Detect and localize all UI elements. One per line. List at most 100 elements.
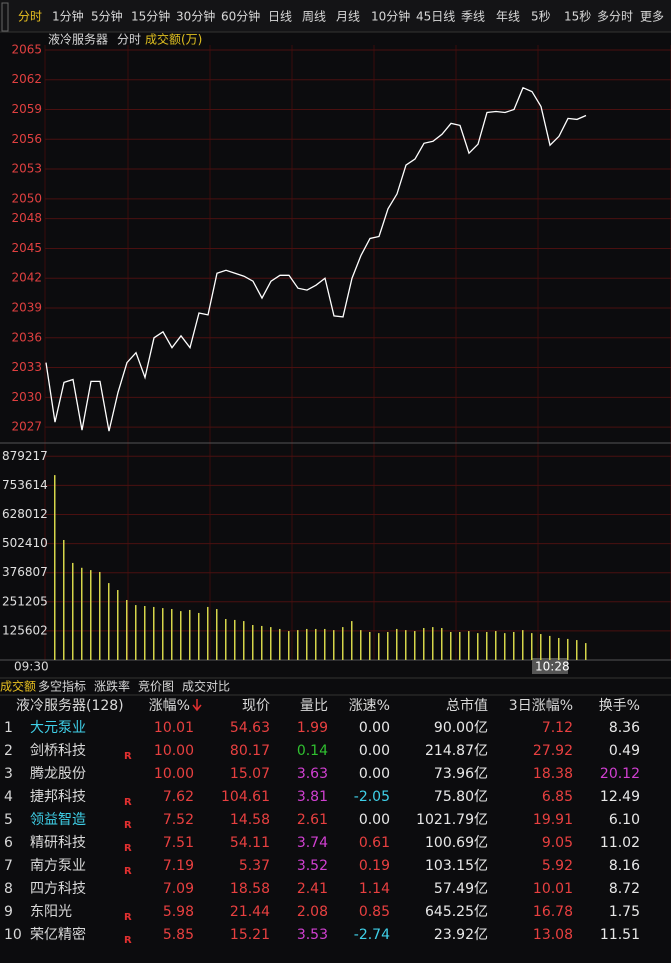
cell: 9.05	[542, 835, 573, 851]
tab[interactable]: 季线	[461, 10, 485, 24]
y-tick-label: 2059	[11, 102, 42, 116]
volume-bar	[288, 631, 290, 660]
flag: R	[124, 797, 132, 808]
tab[interactable]: 5秒	[531, 10, 551, 24]
tab[interactable]: 日线	[268, 10, 292, 24]
volume-bar	[54, 475, 56, 660]
y-tick-label: 628012	[2, 507, 48, 521]
period: 分时	[117, 33, 141, 47]
stock-name[interactable]: 四方科技	[30, 881, 86, 897]
volume-bar	[162, 608, 164, 660]
vgrid	[44, 45, 671, 660]
tab[interactable]: 30分钟	[176, 9, 215, 24]
indicator-tab[interactable]: 涨跌率	[94, 679, 130, 694]
column-header[interactable]: 量比	[300, 698, 328, 714]
indicator-tab[interactable]: 竞价图	[138, 680, 174, 694]
table: 液冷服务器(128) 涨幅% 现价 量比 涨速% 总市值 3日涨幅% 换手% 1 大元泵业 10.0…	[4, 697, 640, 946]
volume-bar	[477, 633, 479, 660]
cell: 5.98	[163, 904, 194, 920]
tab[interactable]: 更多	[640, 10, 664, 24]
column-header[interactable]: 3日涨幅%	[509, 698, 573, 714]
y-tick-label: 879217	[2, 449, 48, 463]
tab[interactable]: 月线	[336, 10, 360, 24]
volume-bar	[207, 606, 209, 660]
tab[interactable]: 10分钟	[371, 9, 410, 24]
tab[interactable]: 年线	[496, 10, 520, 24]
column-header[interactable]: 换手%	[599, 697, 640, 714]
cell: -2.05	[354, 789, 390, 805]
rank: 10	[4, 927, 22, 943]
cell: 7.62	[163, 789, 194, 805]
volume-bar	[243, 621, 245, 660]
indicator-tab[interactable]: 成交额	[0, 679, 36, 694]
cell: 0.61	[359, 835, 390, 851]
cell: 0.49	[609, 743, 640, 759]
volume-bar	[117, 590, 119, 660]
column-header[interactable]: 涨速%	[349, 698, 390, 714]
stock-name[interactable]: 精研科技	[30, 835, 86, 851]
volume-bar	[495, 631, 497, 660]
cell: 10.01	[533, 881, 573, 897]
rank: 8	[4, 881, 13, 897]
stock-name[interactable]: 捷邦科技	[30, 789, 86, 805]
cell: 645.25亿	[425, 904, 488, 920]
tab[interactable]: 5分钟	[91, 9, 123, 24]
volume-bar	[315, 628, 317, 660]
column-header[interactable]: 涨幅%	[149, 698, 190, 714]
stock-name[interactable]: 大元泵业	[30, 720, 86, 736]
stock-name[interactable]: 南方泵业	[30, 858, 86, 874]
y-tick-label: 2033	[11, 360, 42, 374]
y-tick-label: 376807	[2, 565, 48, 579]
tab[interactable]: 多分时	[597, 10, 633, 24]
cell: 3.63	[297, 766, 328, 782]
volume-bar	[531, 633, 533, 660]
stock-name[interactable]: 腾龙股份	[30, 765, 86, 782]
volume-bar	[234, 619, 236, 660]
volume-bar	[414, 631, 416, 660]
tab[interactable]: 1分钟	[52, 9, 84, 24]
column-header[interactable]: 液冷服务器(128)	[16, 698, 124, 714]
cell: 7.19	[163, 858, 194, 874]
cell: 0.19	[359, 858, 390, 874]
cell: 23.92亿	[434, 927, 488, 943]
y-tick-label: 2053	[11, 162, 42, 176]
cell: 6.10	[609, 812, 640, 828]
flag: R	[124, 751, 132, 762]
stock-name[interactable]: 剑桥科技	[30, 743, 86, 759]
cell: 13.08	[533, 927, 573, 943]
indicator-tab[interactable]: 多空指标	[38, 679, 86, 694]
stock-name[interactable]: 荣亿精密	[30, 926, 86, 943]
tab[interactable]: 分时	[18, 10, 42, 24]
volume-bar	[558, 637, 560, 660]
cell: 3.81	[297, 789, 328, 805]
volume-bar	[189, 609, 191, 660]
volume-bar	[81, 567, 83, 660]
cell: 6.85	[542, 789, 573, 805]
indicator-tab[interactable]: 成交对比	[182, 679, 230, 694]
cell: 27.92	[533, 743, 573, 759]
cell: 214.87亿	[425, 743, 488, 759]
volume-bar	[144, 606, 146, 660]
tab[interactable]: 周线	[302, 10, 326, 24]
y-tick-label: 2062	[11, 72, 42, 86]
stock-name[interactable]: 东阳光	[30, 904, 72, 920]
cell: 16.78	[533, 904, 573, 920]
y-tick-label: 125602	[2, 623, 48, 637]
cell: 75.80亿	[434, 789, 488, 805]
tab[interactable]: 60分钟	[221, 9, 260, 24]
tab[interactable]: 45日线	[416, 10, 455, 24]
cell: 18.38	[533, 766, 573, 782]
volume-bar	[459, 631, 461, 660]
volume-bar	[396, 628, 398, 660]
cell: 100.69亿	[425, 835, 488, 851]
indicator: 成交额(万)	[145, 32, 202, 47]
column-header[interactable]: 总市值	[446, 697, 488, 714]
cell: 0.00	[359, 766, 390, 782]
tab[interactable]: 15秒	[564, 10, 591, 24]
tab[interactable]: 15分钟	[131, 9, 170, 24]
volume-bar	[585, 643, 587, 660]
cell: 5.92	[542, 858, 573, 874]
stock-name[interactable]: 领益智造	[30, 812, 86, 828]
column-header[interactable]: 现价	[242, 698, 270, 714]
